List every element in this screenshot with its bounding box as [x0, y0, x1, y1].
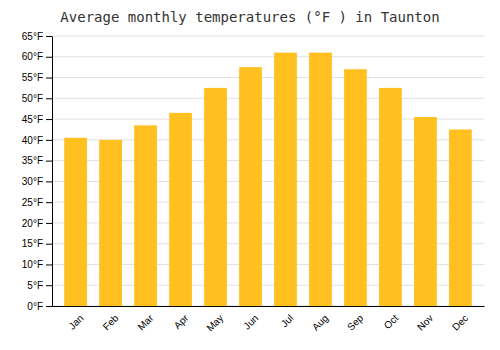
- x-tick-label: Apr: [172, 312, 191, 331]
- bars: [64, 53, 472, 306]
- y-tick-mark: [46, 181, 52, 182]
- y-tick-mark: [46, 264, 52, 265]
- grid-line: [52, 98, 484, 99]
- bar: [204, 88, 227, 306]
- y-tick-mark: [46, 98, 52, 99]
- y-axis-line: [52, 37, 53, 307]
- y-tick: 30°F: [22, 176, 52, 187]
- x-tick: Apr: [172, 312, 191, 331]
- x-axis-line: [53, 306, 485, 307]
- x-tick-label: May: [204, 312, 225, 333]
- y-tick: 5°F: [27, 280, 52, 291]
- x-tick-label: Oct: [382, 312, 401, 331]
- y-tick: 45°F: [22, 114, 52, 125]
- x-tick: Feb: [101, 312, 121, 332]
- y-tick-mark: [46, 57, 52, 58]
- x-tick-label: Jun: [241, 312, 260, 331]
- x-tick-label: Jan: [66, 312, 85, 331]
- bar: [169, 113, 192, 306]
- y-tick-label: 15°F: [22, 238, 43, 249]
- y-tick: 65°F: [22, 31, 52, 42]
- x-tick-label: Aug: [310, 312, 330, 332]
- title: Average monthly temperatures (°F ) in Ta…: [60, 9, 439, 25]
- grid-line: [52, 36, 484, 37]
- y-tick-label: 55°F: [22, 72, 43, 83]
- y-tick: 60°F: [22, 51, 52, 62]
- y-tick-mark: [46, 78, 52, 79]
- y-tick-mark: [46, 285, 52, 286]
- y-tick-label: 65°F: [22, 31, 43, 42]
- bar: [379, 88, 402, 306]
- x-tick: May: [204, 312, 225, 333]
- y-tick: 10°F: [22, 259, 52, 270]
- y-tick-mark: [46, 140, 52, 141]
- y-tick-label: 30°F: [22, 176, 43, 187]
- bar: [99, 140, 122, 306]
- y-tick: 55°F: [22, 72, 52, 83]
- x-tick: Dec: [450, 312, 470, 332]
- y-tick: 40°F: [22, 135, 52, 146]
- x-tick-label: Sep: [345, 312, 366, 333]
- y-tick-mark: [46, 36, 52, 37]
- grid-line: [52, 77, 484, 78]
- x-tick-label: Feb: [101, 312, 121, 332]
- y-tick-mark: [46, 306, 52, 307]
- y-tick: 35°F: [22, 155, 52, 166]
- y-tick-label: 35°F: [22, 155, 43, 166]
- y-tick-mark: [46, 119, 52, 120]
- y-tick-mark: [46, 244, 52, 245]
- y-tick-label: 60°F: [22, 51, 43, 62]
- bar: [274, 53, 297, 306]
- y-tick-mark: [46, 161, 52, 162]
- y-tick-label: 50°F: [22, 93, 43, 104]
- grid: [52, 36, 484, 306]
- bar: [134, 125, 157, 306]
- x-tick: Jul: [279, 312, 296, 329]
- y-tick: 15°F: [22, 238, 52, 249]
- x-tick: Sep: [345, 312, 366, 333]
- y-tick-mark: [46, 223, 52, 224]
- y-tick-label: 0°F: [27, 301, 43, 312]
- y-tick-label: 5°F: [27, 280, 43, 291]
- y-tick: 50°F: [22, 93, 52, 104]
- y-tick: 0°F: [27, 301, 52, 312]
- y-tick-label: 45°F: [22, 114, 43, 125]
- x-axis: Jan Feb Mar Apr May Jun Jul Aug Sep Oct Nov Dec: [53, 307, 485, 334]
- y-tick-label: 20°F: [22, 218, 43, 229]
- y-tick-label: 10°F: [22, 259, 43, 270]
- bar: [449, 129, 472, 306]
- x-tick-label: Mar: [136, 312, 156, 332]
- y-axis: 0°F 5°F 10°F 15°F 20°F 25°F 30°F 35°F 40°F 45°F 50…: [22, 31, 53, 312]
- chart: 0°F 5°F 10°F 15°F 20°F 25°F 30°F 35°F 40°F 45°F 50…: [0, 0, 500, 350]
- bar: [64, 138, 87, 306]
- x-tick-label: Dec: [450, 312, 470, 332]
- bar: [309, 53, 332, 306]
- grid-line: [52, 56, 484, 57]
- x-tick: Jun: [241, 312, 260, 331]
- plot: 0°F 5°F 10°F 15°F 20°F 25°F 30°F 35°F 40°F 45°F 50…: [22, 31, 485, 334]
- y-tick-mark: [46, 202, 52, 203]
- bar: [414, 117, 437, 306]
- x-tick-label: Jul: [279, 312, 296, 329]
- y-tick-label: 40°F: [22, 135, 43, 146]
- x-tick: Oct: [382, 312, 401, 331]
- bar: [344, 69, 367, 306]
- x-tick: Mar: [136, 312, 156, 332]
- x-tick-label: Nov: [415, 312, 435, 332]
- bar: [239, 67, 262, 306]
- x-tick: Jan: [66, 312, 85, 331]
- y-tick: 25°F: [22, 197, 52, 208]
- y-tick: 20°F: [22, 218, 52, 229]
- x-tick: Aug: [310, 312, 330, 332]
- x-tick: Nov: [415, 312, 435, 332]
- y-tick-label: 25°F: [22, 197, 43, 208]
